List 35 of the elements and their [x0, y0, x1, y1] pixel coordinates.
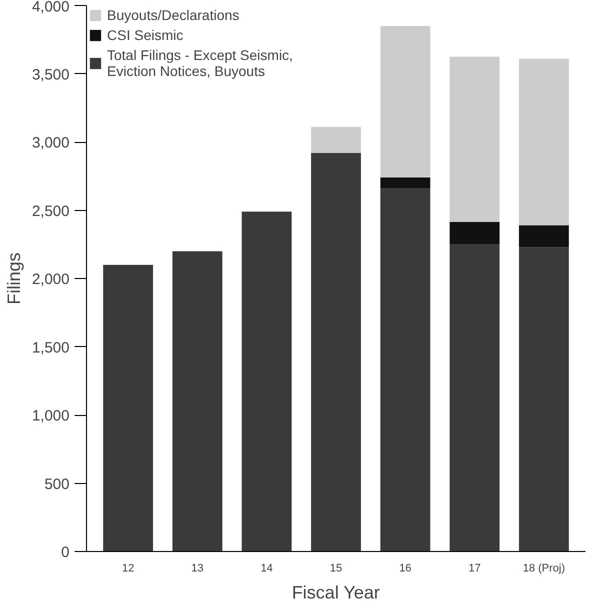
bar — [518, 247, 569, 552]
bar — [242, 212, 292, 552]
legend-label: Total Filings - Except Seismic, Eviction Notices, Buyouts — [107, 47, 293, 79]
x-tick-label: 16 — [399, 562, 412, 574]
bar — [172, 251, 222, 552]
x-tick-label: 17 — [468, 562, 481, 574]
legend-label: CSI Seismic — [107, 27, 184, 43]
y-tick-label: 2,500 — [32, 202, 70, 220]
legend-label: Buyouts/Declarations — [107, 7, 240, 23]
bar — [311, 152, 361, 552]
x-axis-title: Fiscal Year — [292, 582, 380, 602]
x-tick-label: 13 — [191, 562, 204, 574]
y-tick-label: 3,500 — [32, 66, 70, 84]
x-tick-label: 15 — [330, 562, 342, 574]
y-tick-label: 1,500 — [32, 339, 70, 356]
x-tick-label: 14 — [260, 562, 273, 574]
x-tick-label: 18 (Proj) — [522, 562, 566, 574]
bar — [518, 58, 569, 226]
y-tick-label: 2,000 — [32, 271, 70, 288]
y-tick-label: 3,000 — [32, 134, 70, 152]
bar — [380, 188, 430, 552]
y-tick-label: 0 — [61, 544, 70, 561]
y-tick-label: 500 — [44, 476, 70, 493]
y-tick-label: 4,000 — [32, 0, 70, 16]
bar — [103, 264, 154, 552]
bar — [311, 126, 361, 153]
bar — [450, 56, 500, 222]
y-tick-label: 1,000 — [32, 408, 70, 424]
bar — [380, 26, 430, 178]
x-tick-label: 12 — [122, 562, 134, 574]
bar — [518, 225, 569, 248]
bar — [450, 222, 500, 244]
bar — [450, 244, 500, 552]
y-axis-title: Filings — [4, 252, 24, 305]
bar — [380, 177, 430, 188]
